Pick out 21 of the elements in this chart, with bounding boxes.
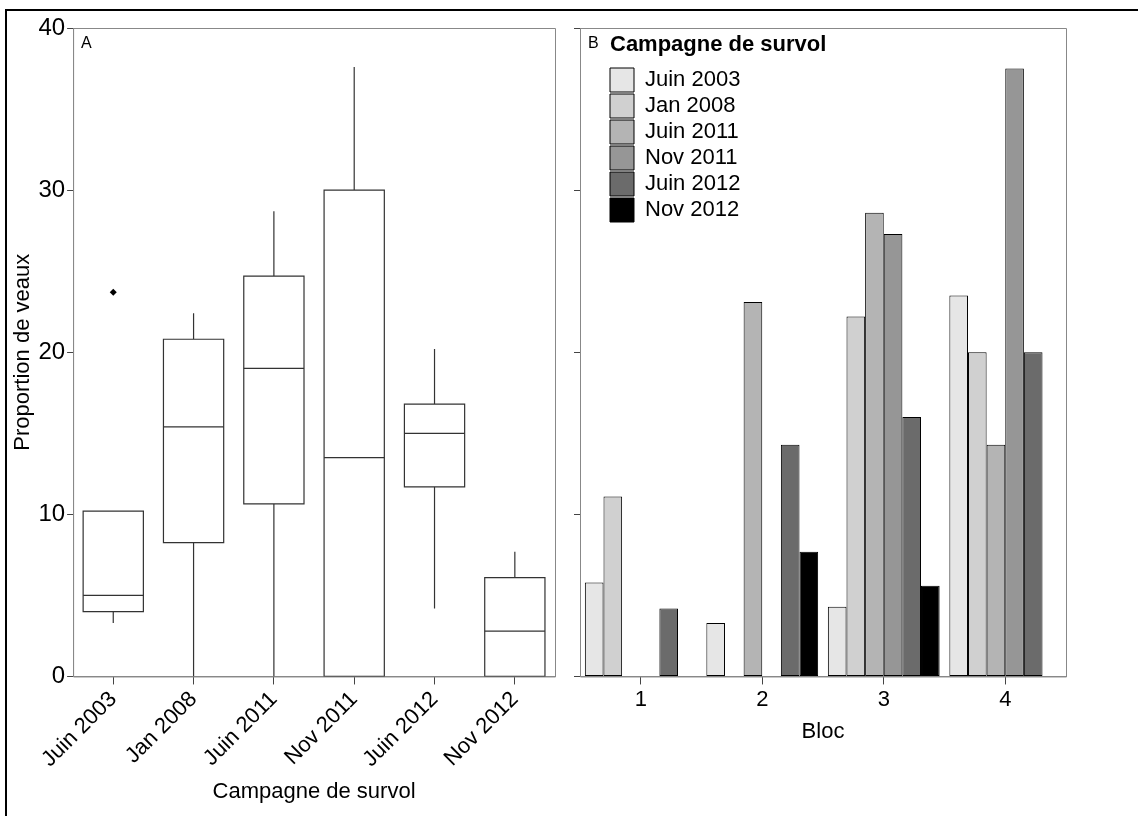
y-tick-label: 0	[51, 661, 66, 689]
legend-label: Nov 2012	[645, 196, 740, 222]
y-tick-label: 40	[38, 12, 66, 40]
y-tick-label: 20	[38, 336, 66, 364]
legend-label: Juin 2003	[645, 66, 741, 92]
legend-title: Campagne de survol	[610, 31, 827, 57]
y-tick-label: 10	[38, 498, 66, 526]
x-tick-label: 1	[634, 685, 647, 711]
annotation: A	[81, 34, 93, 52]
x-axis-title: Bloc	[801, 718, 845, 744]
x-tick-label: 3	[877, 685, 890, 711]
x-tick-label: 2	[756, 685, 769, 711]
x-tick-label: 4	[999, 685, 1012, 711]
y-tick-label: 30	[38, 174, 66, 202]
legend-label: Nov 2011	[645, 144, 738, 170]
legend-label: Juin 2011	[645, 118, 739, 144]
x-axis-title: Campagne de survol	[212, 777, 416, 803]
y-axis-title: Proportion de veaux	[9, 253, 35, 451]
legend-label: Juin 2012	[645, 170, 741, 196]
legend-label: Jan 2008	[645, 92, 736, 118]
annotation: B	[588, 34, 599, 52]
